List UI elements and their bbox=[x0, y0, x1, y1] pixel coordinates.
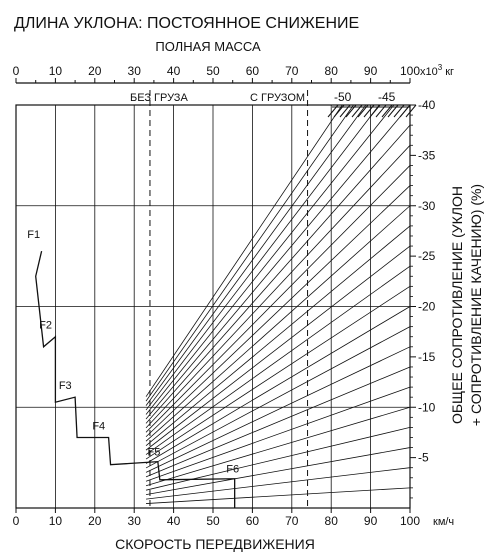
grade-line bbox=[145, 467, 411, 500]
hatch-stroke bbox=[375, 104, 387, 118]
gear-label: F3 bbox=[59, 380, 72, 392]
gear-label: F5 bbox=[147, 447, 160, 459]
top-axis-tick-label: 40 bbox=[167, 64, 181, 78]
top-axis-tick-label: 30 bbox=[128, 64, 142, 78]
bottom-axis-title: СКОРОСТЬ ПЕРЕДВИЖЕНИЯ bbox=[115, 536, 315, 552]
bottom-axis-tick-label: 100 bbox=[400, 514, 420, 528]
right-axis-title-line2: + СОПРОТИВЛЕНИЕ КАЧЕНИЮ) (%) bbox=[468, 184, 484, 426]
grade-line bbox=[145, 326, 411, 469]
top-axis-tick-label: 50 bbox=[206, 64, 220, 78]
grade-line bbox=[145, 185, 411, 438]
top-axis-title: ПОЛНАЯ МАССА bbox=[155, 39, 261, 54]
hatch-stroke bbox=[381, 104, 393, 118]
top-axis-tick-label: 60 bbox=[246, 64, 260, 78]
grade-line bbox=[145, 104, 367, 406]
bottom-axis-tick-label: 0 bbox=[13, 514, 20, 528]
top-axis-tick-label: 70 bbox=[285, 64, 299, 78]
bottom-axis-tick-label: 30 bbox=[128, 514, 142, 528]
bottom-axis-tick-label: 10 bbox=[49, 514, 63, 528]
bottom-axis-tick-label: 90 bbox=[364, 514, 378, 528]
grade-line bbox=[145, 346, 411, 473]
top-axis-unit: x103 кг bbox=[420, 63, 454, 78]
top-axis-tick-label: 0 bbox=[13, 64, 20, 78]
grade-line bbox=[145, 104, 411, 420]
bottom-axis-tick-label: 50 bbox=[206, 514, 220, 528]
grade-line bbox=[145, 447, 411, 496]
marker-label: С ГРУЗОМ bbox=[250, 92, 305, 104]
grade-line bbox=[145, 205, 411, 442]
hatch-stroke bbox=[345, 104, 357, 118]
brake-curve-line bbox=[35, 250, 236, 508]
right-axis-tick-label: -25 bbox=[418, 249, 436, 263]
right-axis-tick-label: -5 bbox=[418, 451, 429, 465]
grade-line bbox=[145, 487, 411, 504]
hatch-stroke bbox=[327, 104, 339, 118]
grade-line bbox=[145, 265, 411, 455]
bottom-axis-tick-label: 80 bbox=[325, 514, 339, 528]
bottom-axis-unit: км/ч bbox=[433, 516, 454, 528]
right-axis-tick-label: -15 bbox=[418, 350, 436, 364]
gear-label: F4 bbox=[92, 420, 105, 432]
marker-labels: БЕЗ ГРУЗА С ГРУЗОМ -50 -45 bbox=[130, 90, 396, 104]
grade-line bbox=[145, 124, 411, 424]
gear-labels: F1 F2 F3 F4 F5 F6 bbox=[27, 229, 239, 476]
hatch-stroke bbox=[351, 104, 363, 118]
top-axis-tick-label: 10 bbox=[49, 64, 63, 78]
right-axis: -40 -35 -30 -25 -20 -15 -10 -5 bbox=[410, 98, 436, 499]
right-axis-tick-label: -10 bbox=[418, 400, 436, 414]
hatch-stroke bbox=[399, 104, 411, 118]
hatch-stroke bbox=[369, 104, 381, 118]
grade-line bbox=[145, 286, 411, 460]
hatch-stroke bbox=[357, 104, 369, 118]
grade-line bbox=[145, 386, 411, 482]
grade-line bbox=[145, 165, 411, 433]
top-axis-tick-label: 20 bbox=[88, 64, 102, 78]
bottom-axis-tick-label: 60 bbox=[246, 514, 260, 528]
bottom-axis-tick-label: 70 bbox=[285, 514, 299, 528]
grade-line bbox=[145, 306, 411, 464]
grade-lines bbox=[145, 104, 411, 504]
bottom-axis-tick-label: 20 bbox=[88, 514, 102, 528]
grade-line bbox=[145, 145, 411, 429]
grade-line bbox=[145, 406, 411, 487]
brake-curve bbox=[35, 250, 236, 508]
top-resistance-label: -45 bbox=[378, 90, 396, 104]
right-axis-tick-label: -40 bbox=[418, 98, 436, 112]
top-axis: 0 10 20 30 40 50 60 70 80 90 100 bbox=[13, 64, 420, 84]
grade-line bbox=[145, 245, 411, 451]
hatch-stroke bbox=[393, 104, 405, 118]
hatch-stroke bbox=[363, 104, 375, 118]
top-axis-tick-label: 80 bbox=[325, 64, 339, 78]
top-axis-tick-label: 100 bbox=[400, 64, 420, 78]
gear-label: F6 bbox=[226, 464, 239, 476]
hatch-stroke bbox=[333, 104, 345, 118]
bottom-axis-tick-label: 40 bbox=[167, 514, 181, 528]
bottom-axis: 0 10 20 30 40 50 60 70 80 90 100 bbox=[13, 508, 420, 528]
right-axis-tick-label: -35 bbox=[418, 148, 436, 162]
top-axis-tick-label: 90 bbox=[364, 64, 378, 78]
hatch-stroke bbox=[405, 104, 417, 118]
top-resistance-label: -50 bbox=[334, 90, 352, 104]
hatch-stroke bbox=[387, 104, 399, 118]
gear-label: F2 bbox=[39, 320, 52, 332]
gear-label: F1 bbox=[27, 229, 40, 241]
grade-line bbox=[145, 104, 380, 411]
hatch-stroke bbox=[339, 104, 351, 118]
grade-line bbox=[145, 225, 411, 446]
grade-line bbox=[145, 104, 343, 397]
chart-title: ДЛИНА УКЛОНА: ПОСТОЯННОЕ СНИЖЕНИЕ bbox=[14, 15, 359, 32]
grade-line bbox=[145, 104, 354, 402]
hatch-region bbox=[327, 104, 417, 118]
grade-line bbox=[145, 104, 395, 415]
grade-line bbox=[145, 366, 411, 478]
marker-label: БЕЗ ГРУЗА bbox=[130, 92, 188, 104]
right-axis-tick-label: -20 bbox=[418, 300, 436, 314]
plot-grid bbox=[15, 104, 411, 509]
right-axis-title-line1: ОБЩЕЕ СОПРОТИВЛЕНИЕ (УКЛОН bbox=[449, 186, 465, 424]
right-axis-tick-label: -30 bbox=[418, 199, 436, 213]
